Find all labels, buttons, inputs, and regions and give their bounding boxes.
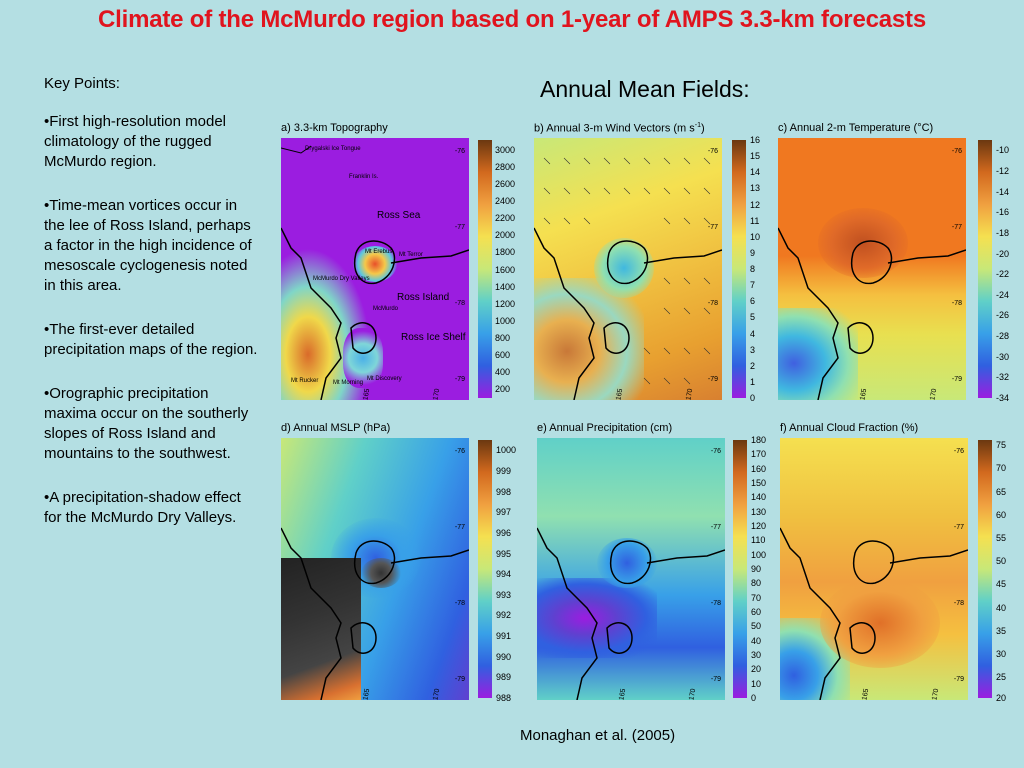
precipitation-map: -76 -77 -78 -79 165 170 <box>537 438 725 700</box>
lat-label: -76 <box>710 448 721 455</box>
subheading: Annual Mean Fields: <box>540 76 750 102</box>
panel-title: e) Annual Precipitation (cm) <box>537 422 673 434</box>
lat-label: -79 <box>953 676 964 683</box>
panel-mslp: d) Annual MSLP (hPa) -76 -77 -78 -79 165… <box>281 422 521 703</box>
colorbar-ticks: 180 170 160 150 140 130 120 110 100 90 8… <box>751 435 767 703</box>
key-point-item: •Orographic precipitation maxima occur o… <box>44 385 249 462</box>
colorbar <box>978 140 992 398</box>
topography-map: -76 -77 -78 -79 165 170 Drygalski Ice To… <box>281 138 469 400</box>
coastline <box>537 527 725 700</box>
lat-label: -79 <box>454 676 465 683</box>
lat-label: -79 <box>710 676 721 683</box>
lat-label: -77 <box>454 524 465 531</box>
lat-label: -76 <box>953 448 964 455</box>
panel-cloud-fraction: f) Annual Cloud Fraction (%) -76 -77 -78… <box>780 422 1020 703</box>
temperature-map: -76 -77 -78 -79 165 170 <box>778 138 966 400</box>
lat-label: -79 <box>707 376 718 383</box>
key-point-item: •Time-mean vortices occur in the lee of … <box>44 197 252 294</box>
colorbar-ticks: 16 15 14 13 12 11 10 9 8 7 6 5 4 3 2 1 0 <box>750 135 761 403</box>
lat-label: -77 <box>951 224 962 231</box>
colorbar <box>978 440 992 698</box>
cloud-fraction-map: -76 -77 -78 -79 165 170 <box>780 438 968 700</box>
lat-label: -76 <box>707 148 718 155</box>
map-label: Mt Terror <box>399 252 423 258</box>
map-label: Mt Morning <box>333 380 364 386</box>
map-label: Franklin Is. <box>349 174 379 180</box>
map-label: McMurdo Dry Valleys <box>313 276 370 282</box>
lat-label: -78 <box>454 600 465 607</box>
lat-label: -76 <box>951 148 962 155</box>
map-label: Drygalski Ice Tongue <box>305 146 361 152</box>
colorbar <box>732 140 746 398</box>
map-label: McMurdo <box>373 306 399 312</box>
colorbar <box>478 440 492 698</box>
colorbar-ticks: 75 70 65 60 55 50 45 40 35 30 25 20 <box>996 440 1007 703</box>
lat-label: -76 <box>454 448 465 455</box>
lat-label: -78 <box>710 600 721 607</box>
coastline <box>780 527 968 700</box>
key-points: Key Points: •First high-resolution model… <box>44 74 262 552</box>
citation: Monaghan et al. (2005) <box>520 727 676 744</box>
panel-title: b) Annual 3-m Wind Vectors (m s-1) <box>534 122 705 135</box>
lat-label: -79 <box>951 376 962 383</box>
panel-temperature: c) Annual 2-m Temperature (°C) -76 -77 -… <box>778 122 1018 403</box>
lat-label: -77 <box>710 524 721 531</box>
lat-label: -77 <box>454 224 465 231</box>
lat-label: -78 <box>953 600 964 607</box>
colorbar <box>733 440 747 698</box>
lat-label: -78 <box>707 300 718 307</box>
lat-label: -77 <box>707 224 718 231</box>
panel-title: a) 3.3-km Topography <box>281 122 388 134</box>
key-point-item: •First high-resolution model climatology… <box>44 113 226 170</box>
coastline <box>281 145 469 400</box>
colorbar-ticks: 3000 2800 2600 2400 2200 2000 1800 1600 … <box>495 145 516 394</box>
key-points-heading: Key Points: <box>44 75 120 92</box>
slide-title: Climate of the McMurdo region based on 1… <box>98 6 926 33</box>
colorbar-ticks: 1000 999 998 997 996 995 994 993 992 991… <box>496 445 517 703</box>
map-label: Ross Sea <box>377 210 421 221</box>
coastline <box>778 227 966 400</box>
map-label: Ross Island <box>397 292 450 303</box>
panel-wind: b) Annual 3-m Wind Vectors (m s-1) -76 -… <box>534 122 774 403</box>
map-label: Mt Discovery <box>367 376 402 382</box>
map-label: Ross Ice Shelf <box>401 332 466 343</box>
coastline <box>534 157 722 400</box>
lat-label: -77 <box>953 524 964 531</box>
key-point-item: •The first-ever detailed precipitation m… <box>44 321 258 358</box>
lat-label: -78 <box>454 300 465 307</box>
lat-label: -76 <box>454 148 465 155</box>
panel-title: f) Annual Cloud Fraction (%) <box>780 422 919 434</box>
lat-label: -78 <box>951 300 962 307</box>
mslp-map: -76 -77 -78 -79 165 170 <box>281 438 469 700</box>
panel-title: c) Annual 2-m Temperature (°C) <box>778 122 934 134</box>
map-label: Mt Erebus <box>365 249 393 255</box>
map-label: Mt Rucker <box>291 378 319 384</box>
wind-map: -76 -77 -78 -79 165 170 <box>534 138 722 400</box>
lat-label: -79 <box>454 376 465 383</box>
panel-title: d) Annual MSLP (hPa) <box>281 422 391 434</box>
key-point-item: •A precipitation-shadow effect for the M… <box>44 489 241 526</box>
coastline <box>281 527 469 700</box>
panel-precipitation: e) Annual Precipitation (cm) -76 -77 -78… <box>537 422 777 703</box>
panel-topography: a) 3.3-km Topography -76 -77 -78 -79 165… <box>281 122 521 402</box>
colorbar <box>478 140 492 398</box>
colorbar-ticks: -10 -12 -14 -16 -18 -20 -22 -24 -26 -28 … <box>996 145 1010 403</box>
